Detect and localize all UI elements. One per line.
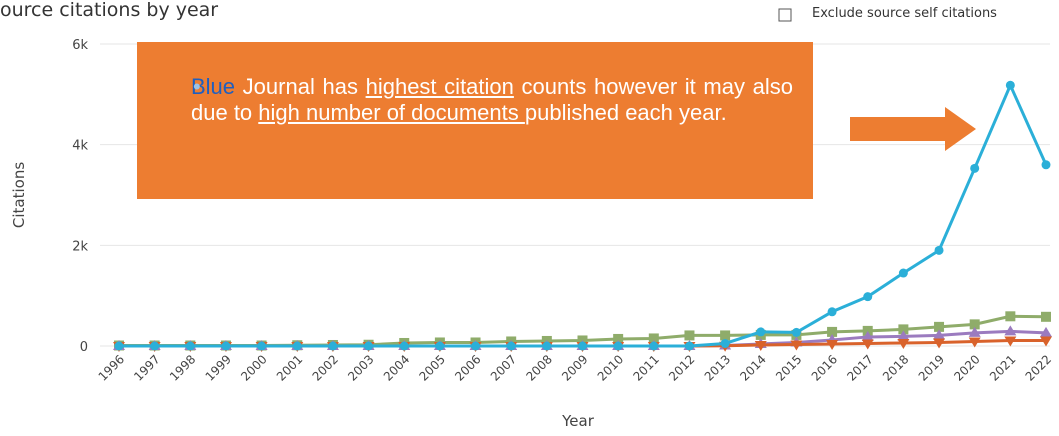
- x-tick-label: 2020: [951, 352, 982, 383]
- x-tick-label: 2009: [559, 352, 590, 383]
- x-tick-label: 2015: [773, 352, 804, 383]
- point: [720, 338, 730, 348]
- point: [185, 341, 195, 351]
- point: [969, 319, 980, 330]
- point: [1005, 80, 1015, 90]
- x-tick-label: 2002: [310, 352, 341, 383]
- point: [1004, 336, 1017, 347]
- x-tick-label: 2006: [452, 352, 483, 383]
- point: [827, 326, 838, 337]
- y-tick-label: 2k: [72, 239, 88, 254]
- arrow: [850, 107, 976, 151]
- x-tick-label: 2022: [1023, 352, 1054, 383]
- x-tick-label: 1999: [203, 352, 234, 383]
- x-tick-label: 2014: [737, 352, 768, 383]
- point: [1041, 160, 1051, 170]
- x-tick-label: 2018: [880, 352, 911, 383]
- point: [649, 341, 659, 351]
- point: [791, 327, 801, 337]
- y-tick-label: 0: [80, 340, 88, 355]
- point: [150, 341, 160, 351]
- point: [648, 333, 659, 344]
- point: [934, 245, 944, 255]
- x-tick-label: 2016: [809, 352, 840, 383]
- point: [684, 341, 694, 351]
- x-tick-label: 2001: [274, 352, 305, 383]
- point: [1041, 311, 1051, 322]
- x-tick-label: 1997: [131, 352, 162, 383]
- point: [471, 341, 481, 351]
- point: [506, 341, 516, 351]
- checkbox-label[interactable]: Exclude source self citations: [812, 6, 997, 21]
- point: [1005, 311, 1016, 322]
- point: [862, 325, 873, 336]
- point: [684, 330, 695, 341]
- point: [790, 340, 803, 351]
- point: [399, 341, 409, 351]
- x-tick-label: 2000: [238, 352, 269, 383]
- checkbox[interactable]: [778, 8, 792, 22]
- point: [292, 341, 302, 351]
- point: [826, 339, 839, 350]
- point: [827, 307, 837, 317]
- point: [863, 292, 873, 302]
- point: [613, 333, 624, 344]
- bullet: •: [193, 74, 201, 99]
- x-tick-label: 2019: [916, 352, 947, 383]
- x-tick-label: 2007: [488, 352, 519, 383]
- x-tick-label: 1996: [96, 352, 127, 383]
- point: [754, 340, 767, 351]
- y-tick-label: 6k: [72, 38, 88, 53]
- annotation-text: Journal has: [235, 74, 366, 99]
- point: [542, 341, 552, 351]
- x-tick-label: 2008: [523, 352, 554, 383]
- point: [720, 330, 731, 341]
- annotation-text: high number of documents: [258, 100, 525, 125]
- point: [968, 337, 981, 348]
- x-tick-label: 2004: [381, 352, 412, 383]
- point: [1040, 336, 1052, 347]
- y-axis-label: Citations: [10, 162, 28, 228]
- point: [756, 327, 766, 337]
- annotation-text: counts however it may also due to: [191, 74, 793, 125]
- point: [578, 341, 587, 351]
- point: [221, 341, 231, 351]
- point: [933, 338, 946, 349]
- point: [328, 341, 338, 351]
- point: [970, 163, 980, 173]
- point: [898, 268, 908, 278]
- point: [898, 324, 909, 335]
- x-tick-label: 2012: [666, 352, 697, 383]
- point: [257, 341, 267, 351]
- y-tick-label: 4k: [72, 139, 88, 154]
- x-tick-label: 2005: [417, 352, 448, 383]
- annotation-text: Blue: [191, 74, 236, 99]
- x-tick-label: 2011: [630, 352, 661, 383]
- point: [364, 341, 374, 351]
- point: [435, 341, 445, 351]
- point: [897, 330, 910, 341]
- point: [933, 329, 946, 340]
- point: [1004, 325, 1017, 336]
- point: [1040, 326, 1052, 337]
- x-tick-label: 2003: [345, 352, 376, 383]
- point: [613, 341, 623, 351]
- annotation-text: published each year.: [524, 100, 727, 125]
- point: [861, 330, 874, 341]
- x-tick-label: 2010: [595, 352, 626, 383]
- chart-title: ource citations by year: [0, 0, 218, 21]
- point: [934, 321, 945, 332]
- point: [897, 338, 910, 349]
- point: [968, 326, 981, 337]
- point: [114, 341, 124, 351]
- x-tick-label: 2013: [702, 352, 733, 383]
- x-tick-label: 1998: [167, 352, 198, 383]
- annotation-text: highest citation: [365, 74, 514, 99]
- x-tick-label: 2021: [987, 352, 1018, 383]
- annotation: • Blue Journal has highest citation count…: [137, 42, 813, 199]
- x-tick-label: 2017: [844, 352, 875, 383]
- x-axis-label: Year: [561, 412, 595, 430]
- point: [861, 339, 874, 350]
